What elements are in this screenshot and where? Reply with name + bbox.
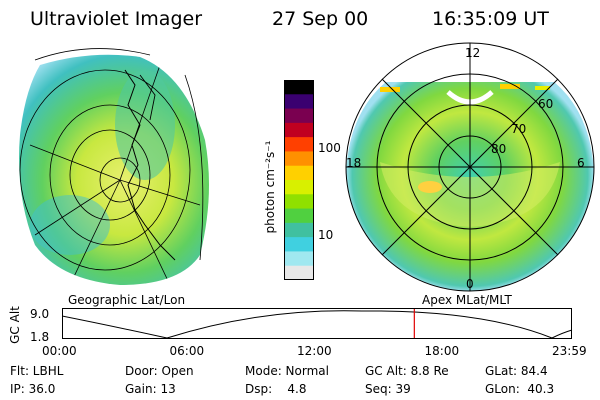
timeline-xtick: 00:00: [42, 344, 77, 358]
time-label: 16:35:09 UT: [432, 8, 549, 30]
geographic-image: [19, 48, 209, 286]
date-label: 27 Sep 00: [272, 8, 369, 30]
info-field: GLat: 84.4: [485, 364, 548, 378]
colorbar-swatch: [284, 108, 314, 124]
colorbar-swatch: [284, 194, 314, 210]
colorbar: [284, 80, 314, 280]
timeline-yaxis-label: GC Alt: [8, 306, 22, 344]
colorbar-tick-100: 100: [318, 141, 341, 155]
colorbar-swatch: [284, 80, 314, 95]
colorbar-swatch: [284, 265, 314, 280]
colorbar-swatch: [284, 208, 314, 224]
mlt-label-18: 18: [346, 156, 362, 170]
colorbar-swatch: [284, 180, 314, 195]
timeline-xtick: 06:00: [169, 344, 205, 358]
info-field: IP: 36.0: [10, 382, 56, 396]
timeline-xtick: 23:59: [552, 344, 587, 358]
mlat-label-70: 70: [511, 122, 527, 136]
timeline-xtick: 12:00: [297, 344, 332, 358]
timeline-ytick-top: 9.0: [30, 307, 50, 321]
mlt-label-6: 6: [577, 156, 585, 170]
right-panel-caption: Apex MLat/MLT: [422, 293, 512, 307]
info-field: GLon: 40.3: [485, 382, 555, 396]
polar-plot: [345, 42, 595, 292]
colorbar-unit-label: photon cm⁻²s⁻¹: [263, 140, 277, 234]
colorbar-swatch: [284, 94, 314, 110]
timeline-plot: [62, 308, 573, 339]
timeline-xtick: 18:00: [424, 344, 460, 358]
mlt-label-12: 12: [465, 46, 481, 60]
colorbar-swatch: [284, 251, 314, 267]
colorbar-swatch: [284, 222, 314, 238]
colorbar-swatch: [284, 165, 314, 181]
colorbar-swatch: [284, 122, 314, 138]
info-field: Mode: Normal: [245, 364, 329, 378]
colorbar-swatch: [284, 151, 314, 167]
info-field: Flt: LBHL: [10, 364, 64, 378]
mlat-label-60: 60: [538, 97, 554, 111]
info-field: Seq: 39: [365, 382, 411, 396]
instrument-title: Ultraviolet Imager: [30, 8, 203, 30]
info-field: Gain: 13: [125, 382, 176, 396]
mlat-label-80: 80: [491, 142, 507, 156]
left-panel-caption: Geographic Lat/Lon: [68, 293, 186, 307]
info-field: GC Alt: 8.8 Re: [365, 364, 449, 378]
colorbar-swatch: [284, 137, 314, 152]
mlt-label-0: 0: [466, 277, 474, 291]
colorbar-swatch: [284, 237, 314, 252]
colorbar-tick-10: 10: [318, 228, 334, 242]
info-field: Dsp: 4.8: [245, 382, 307, 396]
info-field: Door: Open: [125, 364, 194, 378]
timeline-ytick-bottom: 1.8: [30, 330, 50, 344]
